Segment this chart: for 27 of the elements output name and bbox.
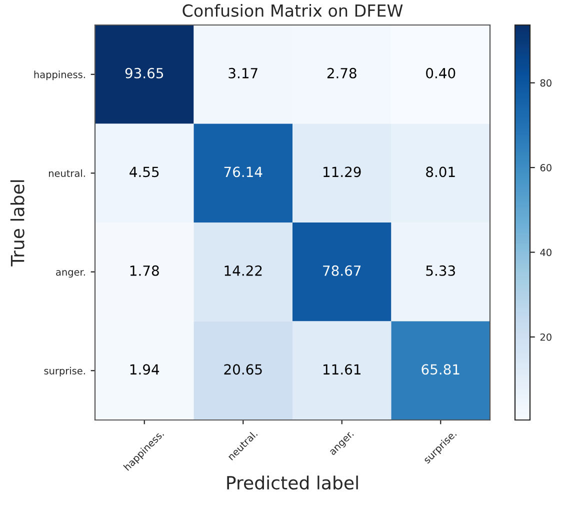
y-tick-label: neutral.	[48, 169, 85, 177]
data-label: 1.94	[130, 364, 160, 375]
chart-title: Confusion Matrix on DFEW	[182, 4, 403, 17]
data-label: 65.81	[422, 364, 460, 375]
data-label: 14.22	[224, 265, 262, 276]
x-axis-title: Predicted label	[227, 476, 358, 490]
data-label: 2.78	[327, 68, 356, 78]
data-label: 20.65	[224, 364, 262, 375]
color-bar-label: 40	[540, 248, 552, 256]
y-tick-label: surprise.	[44, 366, 85, 376]
data-label: 4.55	[130, 166, 159, 178]
data-label: 76.14	[224, 166, 262, 178]
color-bar-label: 80	[540, 79, 552, 87]
data-label: 78.67	[323, 265, 361, 276]
y-axis-title: True label	[10, 180, 24, 266]
color-bar-label: 60	[540, 164, 552, 172]
data-label: 1.78	[130, 265, 159, 276]
data-label: 5.33	[426, 265, 455, 276]
y-tick-label: happiness.	[34, 70, 85, 80]
data-label: 11.29	[324, 166, 361, 178]
data-label: 93.65	[125, 68, 164, 78]
data-label: 3.17	[228, 68, 258, 78]
y-tick-label: anger.	[56, 270, 85, 278]
data-label: 0.40	[426, 68, 456, 78]
data-label: 11.61	[324, 364, 360, 375]
data-label: 8.01	[426, 166, 455, 178]
color-bar-label: 20	[540, 333, 552, 341]
